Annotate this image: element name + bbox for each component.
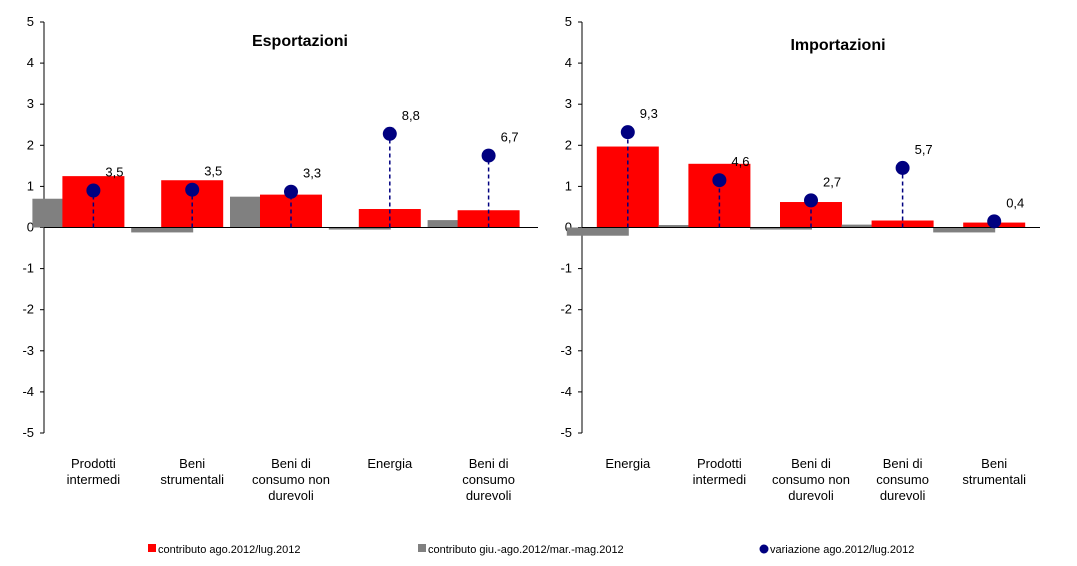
marker-dot-variazione bbox=[86, 183, 101, 198]
legend-label: contributo giu.-ago.2012/mar.-mag.2012 bbox=[428, 544, 624, 556]
y-tick-label: 4 bbox=[565, 55, 572, 70]
x-category-label: Prodotti intermedi bbox=[67, 456, 121, 487]
legend-label: variazione ago.2012/lug.2012 bbox=[770, 544, 914, 556]
y-tick-label: -5 bbox=[22, 425, 34, 440]
y-tick-label: -2 bbox=[560, 302, 572, 317]
x-category-label: Beni di consumo durevoli bbox=[462, 456, 515, 503]
y-tick-label: 5 bbox=[565, 14, 572, 29]
y-tick-label: -1 bbox=[560, 261, 572, 276]
y-tick-label: 2 bbox=[565, 137, 572, 152]
marker-dot-variazione bbox=[987, 214, 1002, 229]
bar-contributo-giu-ago bbox=[131, 227, 194, 233]
bar-contributo-ago bbox=[596, 146, 659, 228]
marker-dot-variazione bbox=[620, 125, 635, 140]
marker-dot-variazione bbox=[185, 182, 200, 197]
chart-title: Esportazioni bbox=[252, 33, 348, 50]
marker-dot-variazione bbox=[804, 193, 818, 208]
y-tick-label: -4 bbox=[560, 384, 572, 399]
y-tick-label: 5 bbox=[27, 14, 34, 29]
y-tick-label: -2 bbox=[22, 302, 34, 317]
data-label: 9,3 bbox=[640, 106, 658, 121]
x-category-label: Energia bbox=[605, 456, 651, 471]
data-label: 3,3 bbox=[303, 166, 321, 181]
y-tick-label: -1 bbox=[22, 261, 34, 276]
x-category-label: Beni di consumo non durevoli bbox=[772, 456, 850, 503]
y-tick-label: 2 bbox=[27, 137, 34, 152]
bar-contributo-giu-ago bbox=[566, 227, 629, 236]
chart-panel-2: Importazioni 5 4 3 2 1 0 -1 -2 -3 -4 -5 Energia Prodo… bbox=[560, 14, 1040, 503]
x-category-label: Beni strumentali bbox=[160, 456, 224, 487]
x-category-label: Prodotti intermedi bbox=[693, 456, 747, 487]
marker-dot-variazione bbox=[382, 126, 397, 141]
data-label: 4,6 bbox=[731, 154, 749, 169]
data-label: 5,7 bbox=[915, 142, 933, 157]
y-tick-label: 3 bbox=[27, 96, 34, 111]
marker-dot-variazione bbox=[481, 148, 496, 163]
chart-title: Importazioni bbox=[790, 37, 885, 54]
x-category-label: Beni di consumo durevoli bbox=[876, 456, 929, 503]
y-tick-label: 0 bbox=[27, 220, 34, 235]
x-category-label: Beni di consumo non durevoli bbox=[252, 456, 330, 503]
bar-contributo-giu-ago bbox=[328, 227, 391, 230]
bar-contributo-giu-ago bbox=[933, 227, 996, 233]
y-tick-label: -3 bbox=[22, 343, 34, 358]
marker-dot-variazione bbox=[895, 160, 910, 175]
marker-dot-variazione bbox=[284, 184, 298, 199]
legend-swatch bbox=[148, 544, 156, 552]
data-label: 3,5 bbox=[204, 164, 222, 179]
legend-label: contributo ago.2012/lug.2012 bbox=[158, 544, 301, 556]
marker-dot-variazione bbox=[712, 173, 727, 188]
chart-panel-1: Esportazioni 5 4 3 2 1 0 -1 -2 -3 -4 -5 Prodotti inte… bbox=[22, 14, 538, 503]
y-tick-label: 4 bbox=[27, 55, 34, 70]
data-label: 3,5 bbox=[105, 165, 123, 180]
data-label: 0,4 bbox=[1006, 195, 1024, 210]
y-tick-label: 0 bbox=[565, 220, 572, 235]
y-tick-label: -3 bbox=[560, 343, 572, 358]
legend-marker-dot bbox=[759, 544, 769, 554]
y-tick-label: -5 bbox=[560, 425, 572, 440]
x-category-label: Beni strumentali bbox=[962, 456, 1026, 487]
data-label: 6,7 bbox=[501, 130, 519, 145]
data-label: 8,8 bbox=[402, 108, 420, 123]
y-tick-label: 1 bbox=[565, 178, 572, 193]
x-category-label: Energia bbox=[367, 456, 413, 471]
data-label: 2,7 bbox=[823, 174, 841, 189]
legend: contributo ago.2012/lug.2012 contributo g… bbox=[148, 544, 914, 556]
y-tick-label: -4 bbox=[22, 384, 34, 399]
y-tick-label: 3 bbox=[565, 96, 572, 111]
y-tick-label: 1 bbox=[27, 178, 34, 193]
bar-contributo-giu-ago bbox=[750, 227, 812, 230]
legend-swatch bbox=[418, 544, 426, 552]
